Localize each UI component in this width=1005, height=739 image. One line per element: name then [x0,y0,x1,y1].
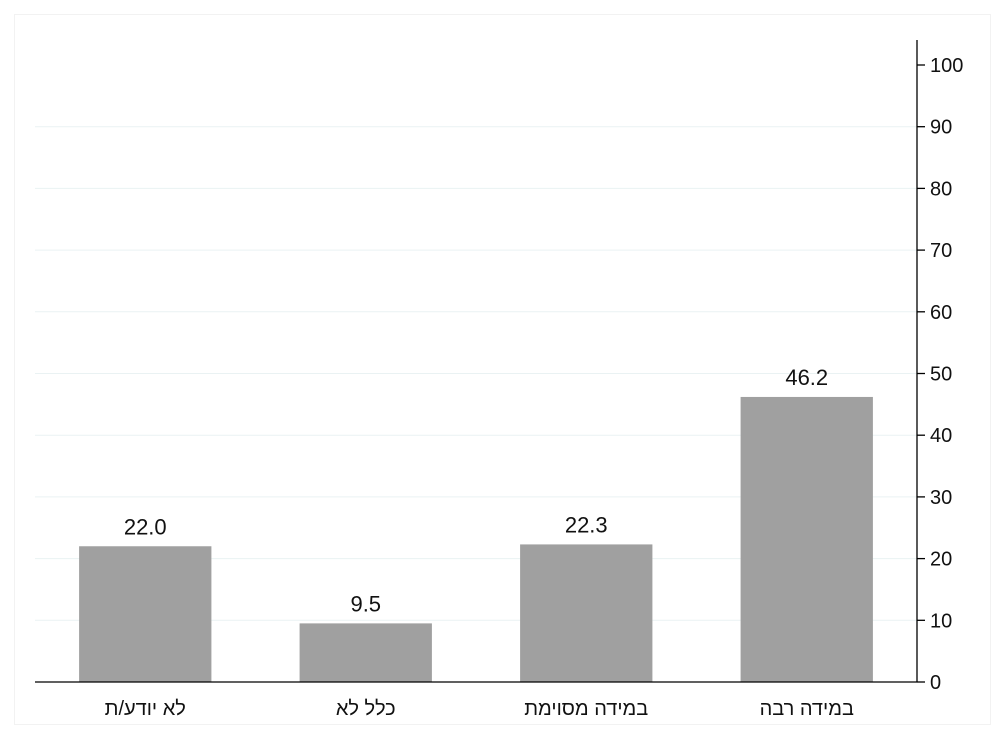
labels: 46.2 במידה רבה 22.3 במידה מסוימת 9.5 כלל לא 22… [105,55,964,720]
y-tick-label-20: 20 [930,549,952,571]
category-label-3: לא יודע/ת [105,698,186,720]
y-tick-label-40: 40 [930,425,952,447]
y-tick-label-80: 80 [930,178,952,200]
category-label-2: כלל לא [336,698,396,720]
y-tick-label-30: 30 [930,487,952,509]
data-label-0: 46.2 [785,365,828,390]
data-label-1: 22.3 [565,512,608,537]
data-label-2: 9.5 [350,591,381,616]
bar-0 [740,396,873,682]
bar-1 [520,544,653,682]
axes [35,40,925,683]
data-label-3: 22.0 [124,514,167,539]
bar-3 [79,546,212,682]
y-tick-label-60: 60 [930,302,952,324]
category-label-0: במידה רבה [760,698,854,720]
y-tick-label-100: 100 [930,55,963,77]
bar-2 [299,623,432,682]
y-tick-label-10: 10 [930,610,952,632]
y-tick-label-50: 50 [930,364,952,386]
bars [79,396,873,682]
y-tick-label-90: 90 [930,117,952,139]
category-label-1: במידה מסוימת [524,698,648,720]
y-tick-label-70: 70 [930,240,952,262]
chart-frame [14,14,991,725]
y-tick-label-0: 0 [930,672,941,694]
